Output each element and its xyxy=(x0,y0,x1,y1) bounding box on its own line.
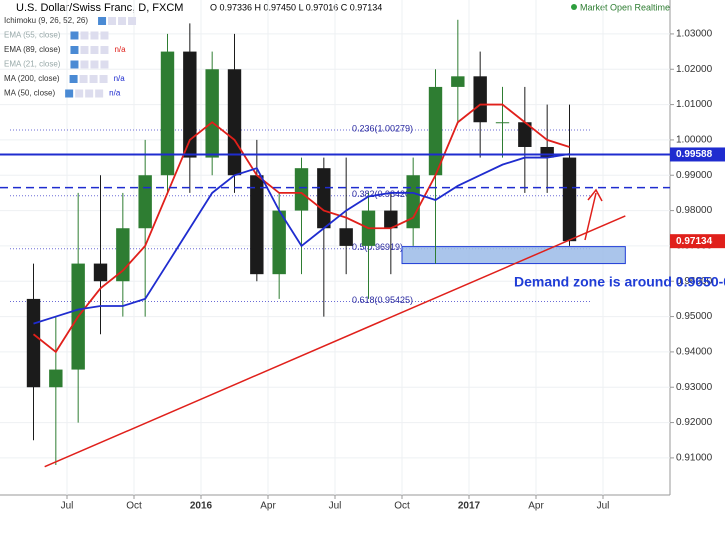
indicator-name: EMA (89, close) xyxy=(4,45,61,54)
candle-body xyxy=(317,168,331,229)
indicator-icon[interactable] xyxy=(89,75,98,83)
candle-body xyxy=(540,146,554,158)
resistance-label: 0.99588 xyxy=(676,149,713,160)
indicator-value: n/a xyxy=(114,74,126,83)
trendline xyxy=(44,215,626,468)
y-tick-label: 1.03000 xyxy=(676,29,713,40)
candle-body xyxy=(160,51,175,176)
indicator-value: n/a xyxy=(114,45,126,54)
indicator-icon[interactable] xyxy=(118,17,127,25)
y-tick-label: 1.02000 xyxy=(676,64,713,75)
x-tick-label: Jul xyxy=(329,501,342,512)
indicator-icon[interactable] xyxy=(80,60,89,69)
candle-body xyxy=(272,210,286,275)
candle-body xyxy=(49,369,63,388)
y-tick-label: 0.92000 xyxy=(676,417,713,428)
indicator-value: n/a xyxy=(109,89,121,98)
fib-label: 0.236(1.00279) xyxy=(352,123,413,133)
indicator-icon[interactable] xyxy=(99,75,108,83)
x-tick-label: Jul xyxy=(61,501,74,512)
x-tick-label: Oct xyxy=(394,501,410,512)
ma-line xyxy=(32,103,570,354)
indicator-name: EMA (21, close) xyxy=(4,60,61,69)
x-tick-label: 2016 xyxy=(190,501,213,512)
indicator-icon[interactable] xyxy=(80,46,89,54)
candle-body xyxy=(339,228,353,246)
candle-body xyxy=(93,263,108,282)
indicator-icon[interactable] xyxy=(85,89,94,98)
x-tick-label: Apr xyxy=(528,501,544,512)
indicator-icon[interactable] xyxy=(79,75,88,83)
ma-line xyxy=(33,153,570,325)
indicator-name: MA (50, close) xyxy=(4,89,55,98)
fib-label: 0.5(0.96919) xyxy=(352,242,403,252)
candle-body xyxy=(451,76,465,87)
y-tick-label: 0.98000 xyxy=(676,205,713,216)
candle-body xyxy=(406,175,420,229)
candle-body xyxy=(183,51,197,158)
indicator-icon[interactable] xyxy=(70,31,79,40)
ohlc-header: O 0.97336 H 0.97450 L 0.97016 C 0.97134 xyxy=(210,2,382,12)
indicator-name: MA (200, close) xyxy=(4,74,60,83)
fib-label: 0.618(0.95425) xyxy=(352,295,413,305)
y-tick-label: 0.94000 xyxy=(676,347,713,358)
x-tick-label: Oct xyxy=(126,501,142,512)
indicator-icon[interactable] xyxy=(90,46,99,54)
candle-body xyxy=(138,175,152,229)
price-label-box xyxy=(670,147,725,162)
indicator-icon[interactable] xyxy=(80,31,89,40)
status-dot xyxy=(571,4,577,10)
market-status: Market Open Realtime xyxy=(580,2,670,12)
indicator-icon[interactable] xyxy=(75,89,84,98)
arrow xyxy=(584,188,603,241)
y-tick-label: 0.99000 xyxy=(676,170,713,181)
indicator-icon[interactable] xyxy=(95,89,104,98)
candle-body xyxy=(205,69,219,158)
candle-body xyxy=(473,76,487,123)
last-price-label: 0.97134 xyxy=(676,236,713,247)
candle-body xyxy=(26,298,41,388)
chart-title: U.S. Dollar/Swiss Franc, D, FXCM xyxy=(16,2,183,14)
x-tick-label: Apr xyxy=(260,501,276,512)
candle-body xyxy=(250,175,264,275)
y-tick-label: 0.96000 xyxy=(676,276,713,287)
y-tick-label: 1.01000 xyxy=(676,99,713,110)
x-tick-label: Jul xyxy=(597,501,610,512)
indicator-icon[interactable] xyxy=(70,60,79,69)
indicator-icon[interactable] xyxy=(65,89,74,98)
indicator-icon[interactable] xyxy=(100,60,109,69)
indicator-icon[interactable] xyxy=(108,17,117,25)
candle-body xyxy=(227,69,242,176)
candle-body xyxy=(562,157,577,242)
indicator-icon[interactable] xyxy=(128,17,137,25)
x-tick-label: 2017 xyxy=(458,501,481,512)
plot: 0.91000 0.92000 0.93000 0.94000 0.95000 0.960… xyxy=(0,0,713,512)
indicator-icon[interactable] xyxy=(98,17,107,25)
candle-body xyxy=(428,86,443,176)
indicator-icon[interactable] xyxy=(90,31,99,40)
price-label-box xyxy=(670,234,725,249)
indicator-icon[interactable] xyxy=(90,60,99,69)
candle-body xyxy=(294,168,309,211)
candle-body xyxy=(384,210,398,229)
y-tick-label: 1.00000 xyxy=(676,135,713,146)
candle-body xyxy=(518,122,532,147)
indicator-icon[interactable] xyxy=(69,75,78,83)
indicator-name: Ichimoku (9, 26, 52, 26) xyxy=(4,16,88,25)
indicator-icon[interactable] xyxy=(100,31,109,40)
y-tick-label: 0.93000 xyxy=(676,382,713,393)
indicator-icon[interactable] xyxy=(70,46,79,54)
y-tick-label: 0.91000 xyxy=(676,453,713,464)
candle-body xyxy=(495,122,510,124)
indicator-name: EMA (55, close) xyxy=(4,31,61,40)
annotation: Demand zone is around 0.9650-0.9670 xyxy=(514,274,725,290)
indicator-icon[interactable] xyxy=(100,46,109,54)
y-tick-label: 0.95000 xyxy=(676,311,713,322)
